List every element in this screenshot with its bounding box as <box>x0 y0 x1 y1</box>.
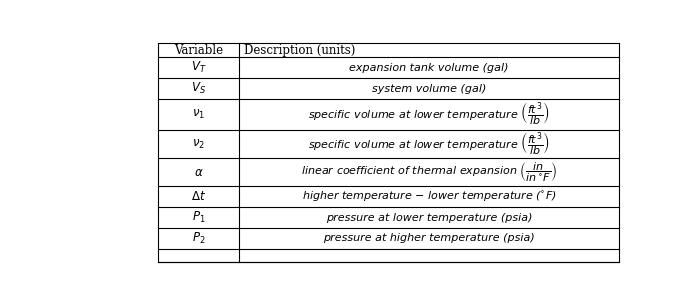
Text: Description (units): Description (units) <box>244 44 356 57</box>
Text: Variable: Variable <box>174 44 223 57</box>
Text: pressure at lower temperature (psia): pressure at lower temperature (psia) <box>326 213 532 223</box>
Text: $\nu_1$: $\nu_1$ <box>192 108 205 121</box>
Text: $V_S$: $V_S$ <box>191 81 206 96</box>
Text: system volume (gal): system volume (gal) <box>372 84 486 94</box>
Text: $\nu_2$: $\nu_2$ <box>192 138 205 151</box>
Text: $\Delta t$: $\Delta t$ <box>191 190 206 203</box>
Text: specific volume at lower temperature $\left(\dfrac{ft^3}{lb}\right)$: specific volume at lower temperature $\l… <box>308 101 550 128</box>
Text: $V_T$: $V_T$ <box>190 60 206 75</box>
Text: $P_2$: $P_2$ <box>192 231 205 246</box>
Text: $P_1$: $P_1$ <box>192 210 205 225</box>
Text: expansion tank volume (gal): expansion tank volume (gal) <box>349 63 509 73</box>
Text: linear coefficient of thermal expansion $\left(\dfrac{in}{in\,^{\circ}F}\right)$: linear coefficient of thermal expansion … <box>301 161 557 184</box>
Text: $\alpha$: $\alpha$ <box>194 166 203 179</box>
Text: pressure at higher temperature (psia): pressure at higher temperature (psia) <box>323 233 535 244</box>
Text: specific volume at lower temperature $\left(\dfrac{ft^3}{lb}\right)$: specific volume at lower temperature $\l… <box>308 131 550 158</box>
Text: higher temperature $-$ lower temperature ($^{\circ}F$): higher temperature $-$ lower temperature… <box>302 190 556 204</box>
